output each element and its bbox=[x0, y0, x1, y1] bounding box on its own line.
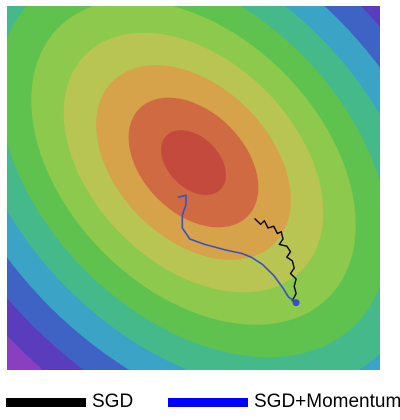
legend-label-sgd: SGD bbox=[92, 391, 134, 412]
legend-label-sgd-momentum: SGD+Momentum bbox=[254, 391, 400, 412]
plot-svg bbox=[7, 6, 380, 370]
loss-surface-plot bbox=[7, 6, 380, 370]
end-marker bbox=[292, 299, 300, 307]
series-line-sgd bbox=[254, 218, 297, 302]
legend-item-sgd-momentum: SGD+Momentum bbox=[168, 388, 400, 416]
legend-swatch-sgd bbox=[6, 397, 86, 407]
contour-level-10 bbox=[161, 130, 226, 195]
series-line-sgd-momentum bbox=[177, 194, 297, 302]
legend-swatch-sgd-momentum bbox=[168, 397, 248, 407]
legend-item-sgd: SGD bbox=[6, 388, 133, 416]
legend: SGD SGD+Momentum bbox=[0, 388, 400, 420]
series-layer bbox=[177, 194, 300, 307]
loss-contour-surface bbox=[7, 6, 380, 370]
